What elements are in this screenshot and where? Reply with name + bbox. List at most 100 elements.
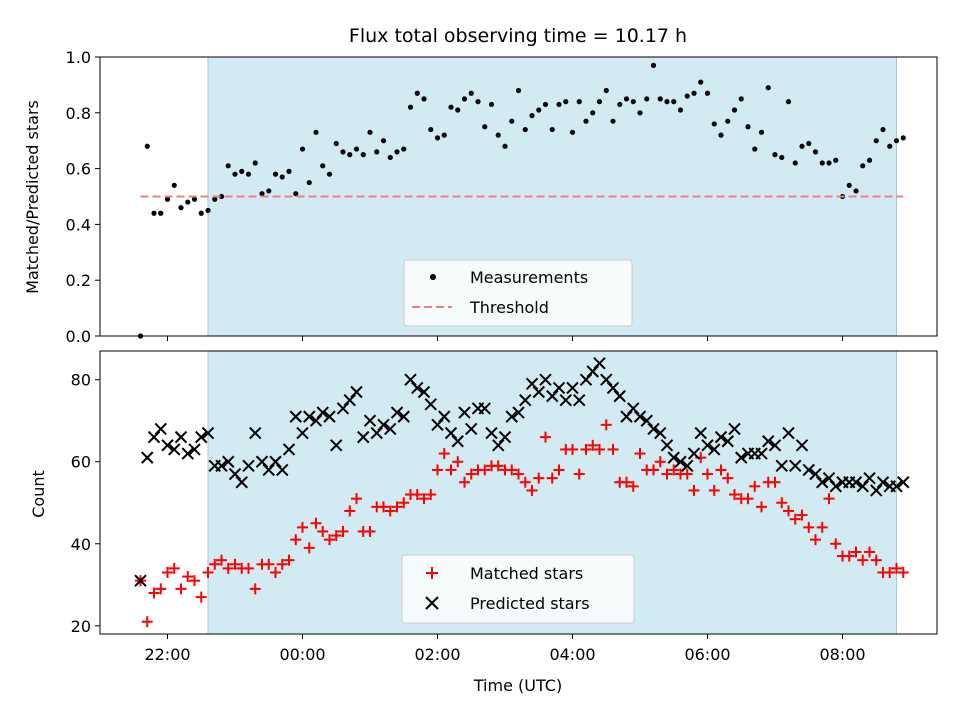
predicted-star-point [147,430,161,444]
predicted-star-point [438,410,451,423]
predicted-star-point [613,389,626,403]
matched-star-point [249,583,261,595]
measurement-point [218,193,225,200]
measurement-point [860,163,866,169]
top-y-ticks: 0.0 0.2 0.4 0.6 0.8 1.0 [66,48,100,346]
matched-star-point [796,509,808,521]
matched-star-point [398,497,410,509]
predicted-star-point [174,430,188,444]
matched-star-point [681,468,693,480]
measurement-point [320,163,326,169]
predicted-star-point [201,426,215,440]
matched-star-point [324,534,335,546]
predicted-star-point [323,410,336,423]
predicted-star-point [694,426,707,440]
matched-star-point [175,583,187,595]
measurement-point [853,188,859,194]
measurement-point [617,101,623,108]
matched-star-point [708,484,720,496]
measurement-point [225,163,231,169]
measurement-point [529,112,535,119]
matched-star-point [337,525,349,537]
predicted-star-point [525,377,539,391]
matched-star-point [519,476,531,488]
measurement-point [637,110,643,116]
matched-star-point [384,505,396,517]
top-legend: Measurements Threshold [403,259,633,327]
measurement-point [313,129,319,135]
measurement-point [866,157,873,163]
measurement-point [428,126,434,133]
predicted-star-point [789,459,802,473]
measurement-point [482,124,488,130]
predicted-star-point [519,394,532,407]
matched-star-point [580,443,592,455]
predicted-star-point [822,471,836,485]
predicted-star-point [276,463,289,477]
matched-ratio-panel: Flux total observing time = 10.17 h 0.00… [23,25,938,346]
bottom-legend: Matched stars Predicted stars [401,554,635,624]
measurement-point [725,118,731,124]
bottom-y-ticks: 20 40 60 80 [71,371,100,636]
measurement-point [603,87,609,94]
matched-star-point [810,534,821,546]
predicted-star-point [377,418,390,432]
legend-matched-label: Matched stars [470,564,583,583]
matched-star-point [742,493,754,505]
predicted-star-point [512,406,525,419]
y-tick-label: 20 [71,617,91,636]
predicted-star-point [566,381,579,395]
matched-star-point [756,501,767,513]
measurement-point [272,171,279,177]
predicted-star-point [782,426,795,440]
y-tick-label: 0.0 [66,327,91,346]
bottom-axes-frame [99,350,938,635]
measurement-point [610,118,616,124]
y-tick-label: 0.4 [66,215,91,234]
matched-star-point [546,472,558,484]
measurement-point [488,101,495,108]
measurement-point [583,118,589,124]
measurement-point [468,90,474,96]
predicted-star-point [600,373,613,386]
predicted-star-point [289,410,302,423]
predicted-star-point [397,410,410,423]
matched-star-point [634,448,646,460]
measurement-point [185,199,191,205]
measurement-point [333,140,339,147]
y-tick-label: 0.6 [66,160,91,179]
measurement-point [785,99,792,105]
measurement-point [772,152,778,158]
predicted-star-point [161,439,174,452]
predicted-star-point [897,476,910,489]
matched-star-point [594,443,605,455]
measurement-point [347,152,353,158]
matched-star-point [843,550,855,562]
matched-star-point [897,566,909,578]
predicted-star-point [465,422,478,436]
predicted-star-point [134,574,147,587]
measurement-point [475,99,481,105]
matched-star-point [297,521,308,533]
predicted-star-point [296,426,309,440]
measurement-point [833,157,839,163]
matched-star-point [668,464,680,476]
matched-star-point [803,521,815,533]
measurement-point [650,62,657,68]
measurement-point [711,121,717,127]
predicted-star-point [431,418,444,432]
measurement-point [576,99,582,105]
legend-predicted-label: Predicted stars [470,594,590,613]
predicted-star-point [606,381,620,395]
matched-star-point [391,501,403,513]
measurement-point [880,126,886,133]
matched-star-point [432,464,443,476]
matched-star-point [229,558,241,570]
predicted-star-point [708,443,721,456]
bottom-x-ticks: 22:00 00:00 02:00 04:00 06:00 08:00 [144,634,866,664]
matched-star-point [607,443,619,455]
measurement-point [522,126,528,133]
matched-star-point [195,591,207,603]
predicted-star-point [417,385,431,399]
matched-star-point [688,484,700,496]
